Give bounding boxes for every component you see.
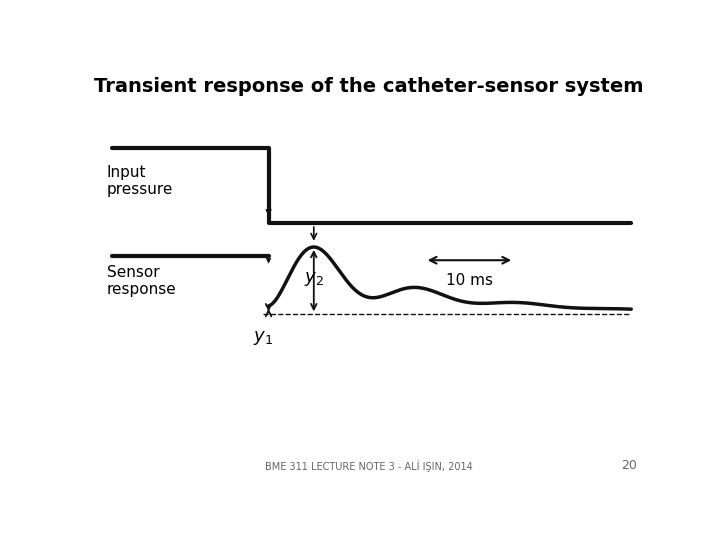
Text: $y_1$: $y_1$ bbox=[253, 329, 273, 347]
Text: BME 311 LECTURE NOTE 3 - ALİ IŞIN, 2014: BME 311 LECTURE NOTE 3 - ALİ IŞIN, 2014 bbox=[265, 461, 473, 472]
Text: Transient response of the catheter-sensor system: Transient response of the catheter-senso… bbox=[94, 77, 644, 96]
Text: Input
pressure: Input pressure bbox=[107, 165, 173, 198]
Text: Sensor
response: Sensor response bbox=[107, 265, 176, 297]
Text: 20: 20 bbox=[621, 460, 637, 472]
Text: $y_2$: $y_2$ bbox=[304, 270, 324, 288]
Text: 10 ms: 10 ms bbox=[446, 273, 493, 288]
